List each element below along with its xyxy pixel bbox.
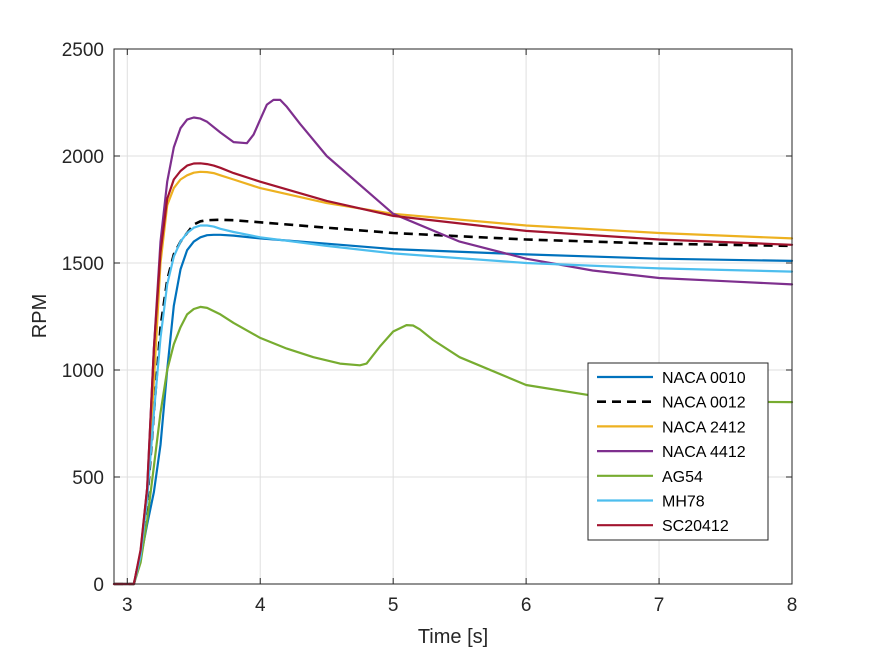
grid: [114, 48, 793, 585]
tick-labels: 3 4 5 6 7 8 0 500 1000 1500 2000 2500: [62, 40, 798, 616]
series-line-mh78: [112, 224, 794, 586]
x-tick-label: 8: [787, 595, 798, 616]
y-tick-label: 1500: [62, 254, 104, 275]
series-line-sc20412: [112, 162, 794, 586]
series-line-naca-0010: [112, 233, 794, 586]
x-tick-label: 4: [255, 595, 266, 616]
legend-label: NACA 4412: [662, 444, 746, 461]
y-tick-label: 2000: [62, 147, 104, 168]
x-tick-label: 6: [521, 595, 532, 616]
legend-label: NACA 0010: [662, 370, 746, 387]
series-line-naca-4412: [112, 98, 794, 586]
legend-label: MH78: [662, 494, 705, 511]
x-tick-label: 5: [388, 595, 399, 616]
series-line-ag54: [112, 305, 794, 586]
y-tick-label: 2500: [62, 40, 104, 61]
tick-group: [114, 48, 793, 585]
series-group: [112, 98, 794, 586]
legend-label: AG54: [662, 469, 703, 486]
legend-label: SC20412: [662, 518, 729, 535]
y-tick-label: 0: [93, 575, 104, 596]
legend-label: NACA 2412: [662, 419, 746, 436]
x-tick-label: 7: [654, 595, 665, 616]
x-tick-label: 3: [122, 595, 133, 616]
y-tick-label: 500: [72, 468, 104, 489]
legend-label: NACA 0012: [662, 395, 746, 412]
plot-frame: [113, 48, 793, 585]
legend: NACA 0010 NACA 0012 NACA 2412 NACA 4412 AG54…: [587, 362, 769, 541]
y-tick-label: 1000: [62, 361, 104, 382]
y-axis-label: RPM: [29, 294, 51, 338]
x-axis-label: Time [s]: [418, 626, 488, 648]
